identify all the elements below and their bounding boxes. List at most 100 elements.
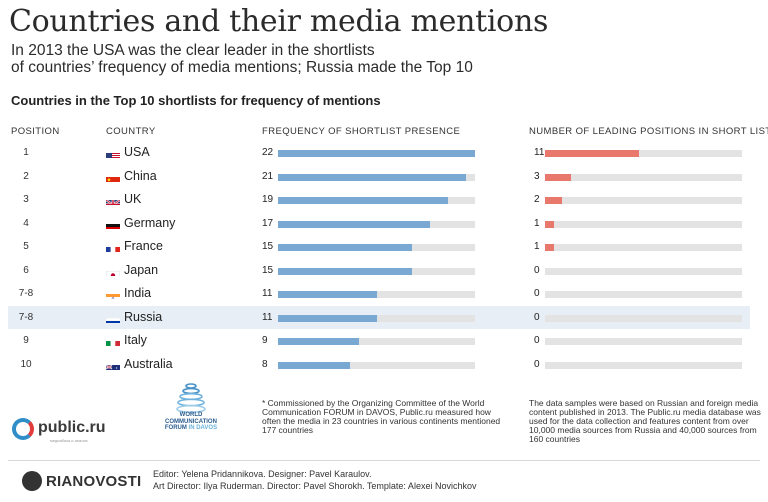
table-row: 9 Italy 9 0: [0, 330, 768, 353]
leading-value-label: 0: [534, 288, 540, 299]
frequency-value-label: 15: [262, 241, 274, 252]
leading-bar-track: [545, 150, 742, 157]
frequency-bar-track: [278, 220, 475, 228]
leading-bar: [545, 150, 640, 157]
frequency-value-label: 11: [262, 311, 273, 323]
frequency-bar: [278, 173, 467, 181]
frequency-bar: [278, 197, 449, 204]
leading-bar-track: [545, 220, 742, 228]
table-row: 3 UK 19 2: [0, 189, 768, 212]
row-position: 7-8: [18, 288, 34, 299]
frequency-value-label: 9: [262, 335, 268, 346]
leading-value-label: 0: [534, 264, 540, 276]
leading-value-label: 0: [534, 311, 540, 323]
column-header-position: POSITION: [11, 126, 60, 137]
row-position: 10: [20, 358, 32, 370]
frequency-bar: [278, 220, 431, 228]
leading-bar: [545, 220, 554, 228]
section-title: Countries in the Top 10 shortlists for f…: [11, 93, 381, 108]
frequency-bar-track: [278, 244, 475, 251]
wcf-logo-text: WORLD COMMUNICATION FORUM IN DAVOS: [160, 412, 222, 432]
footnote-right: The data samples were based on Russian a…: [529, 398, 761, 444]
page-subtitle: In 2013 the USA was the clear leader in …: [11, 42, 473, 76]
frequency-bar-track: [278, 361, 475, 369]
leading-bar-track: [545, 291, 742, 298]
us-flag-icon: [106, 149, 120, 158]
frequency-bar: [278, 150, 475, 157]
wcf-stack-icon: [176, 383, 206, 414]
leading-bar-track: [545, 244, 742, 251]
frequency-value-label: 22: [262, 147, 274, 158]
germany-flag-icon: [106, 220, 120, 229]
row-position: 7-8: [18, 311, 34, 323]
table-row: 2 China 21 3: [0, 166, 768, 189]
row-position: 1: [23, 147, 29, 158]
leading-value-label: 3: [534, 170, 540, 182]
frequency-value-label: 21: [262, 170, 274, 182]
frequency-bar-track: [278, 314, 475, 322]
row-country: Russia: [124, 309, 163, 324]
table-row: 10 Australia 8 0: [0, 354, 768, 377]
frequency-bar-track: [278, 291, 475, 298]
row-position: 6: [23, 264, 29, 276]
leading-value-label: 11: [534, 147, 545, 158]
table-row: 1 USA 22 11: [0, 142, 768, 165]
frequency-bar: [278, 267, 413, 275]
wcf-line-2: COMMUNICATION: [165, 418, 217, 425]
leading-bar-track: [545, 173, 742, 181]
public-ru-logo-text: public.ru: [38, 419, 106, 436]
frequency-bar: [278, 291, 377, 298]
row-country: Australia: [124, 356, 173, 371]
table-row: 4 Germany 17 1: [0, 213, 768, 236]
leading-bar-track: [545, 197, 742, 204]
france-flag-icon: [106, 243, 120, 252]
credits-line-2: Art Director: Ilya Ruderman. Director: P…: [153, 481, 477, 491]
leading-value-label: 1: [534, 217, 540, 229]
public-ru-logo: public.ru медиабаза и анализ: [12, 416, 112, 446]
wcf-line-1: WORLD: [179, 412, 203, 418]
leading-bar: [545, 244, 554, 251]
leading-value-label: 2: [534, 194, 540, 205]
footer-divider: [8, 460, 760, 461]
credits-line-1: Editor: Yelena Pridannikova. Designer: P…: [153, 469, 372, 479]
wcf-davos-logo: WORLD COMMUNICATION FORUM IN DAVOS: [160, 380, 222, 440]
frequency-bar: [278, 361, 350, 369]
leading-bar-track: [545, 338, 742, 345]
table-row: 7-8 India 11 0: [0, 283, 768, 306]
frequency-bar-track: [278, 197, 475, 204]
frequency-bar-track: [278, 150, 475, 157]
frequency-value-label: 8: [262, 358, 268, 370]
row-position: 3: [23, 194, 29, 205]
footnote-left: * Commissioned by the Organizing Committ…: [262, 398, 501, 435]
wcf-line-3: FORUM: [164, 425, 187, 431]
row-country: France: [124, 239, 163, 253]
ria-circle-icon: [22, 471, 42, 491]
row-position: 5: [23, 241, 29, 252]
table-row: 5 France 15 1: [0, 236, 768, 259]
frequency-value-label: 17: [262, 217, 274, 229]
frequency-bar-track: [278, 173, 475, 181]
leading-bar: [545, 197, 563, 204]
ria-novosti-logo: RIANOVOSTI: [22, 469, 152, 497]
public-ru-ring-icon: [12, 418, 34, 440]
table-row: 7-8 Russia 11 0: [0, 307, 768, 330]
column-header-country: COUNTRY: [106, 126, 156, 137]
frequency-value-label: 19: [262, 194, 274, 205]
row-position: 4: [23, 217, 29, 229]
wcf-line-3-accent: IN DAVOS: [188, 425, 218, 431]
table-row: 6 Japan 15 0: [0, 260, 768, 283]
row-country: UK: [124, 192, 142, 206]
frequency-bar: [278, 244, 413, 251]
leading-value-label: 1: [534, 241, 540, 252]
row-position: 2: [23, 170, 29, 182]
frequency-value-label: 11: [262, 288, 273, 299]
row-country: China: [124, 168, 157, 183]
row-country: USA: [124, 145, 150, 159]
frequency-bar: [278, 314, 377, 322]
row-country: Italy: [124, 333, 147, 347]
row-country: Germany: [124, 215, 176, 230]
leading-bar-track: [545, 314, 742, 322]
subtitle-line-1: In 2013 the USA was the clear leader in …: [11, 42, 375, 59]
leading-bar-track: [545, 361, 742, 369]
leading-bar-track: [545, 267, 742, 275]
